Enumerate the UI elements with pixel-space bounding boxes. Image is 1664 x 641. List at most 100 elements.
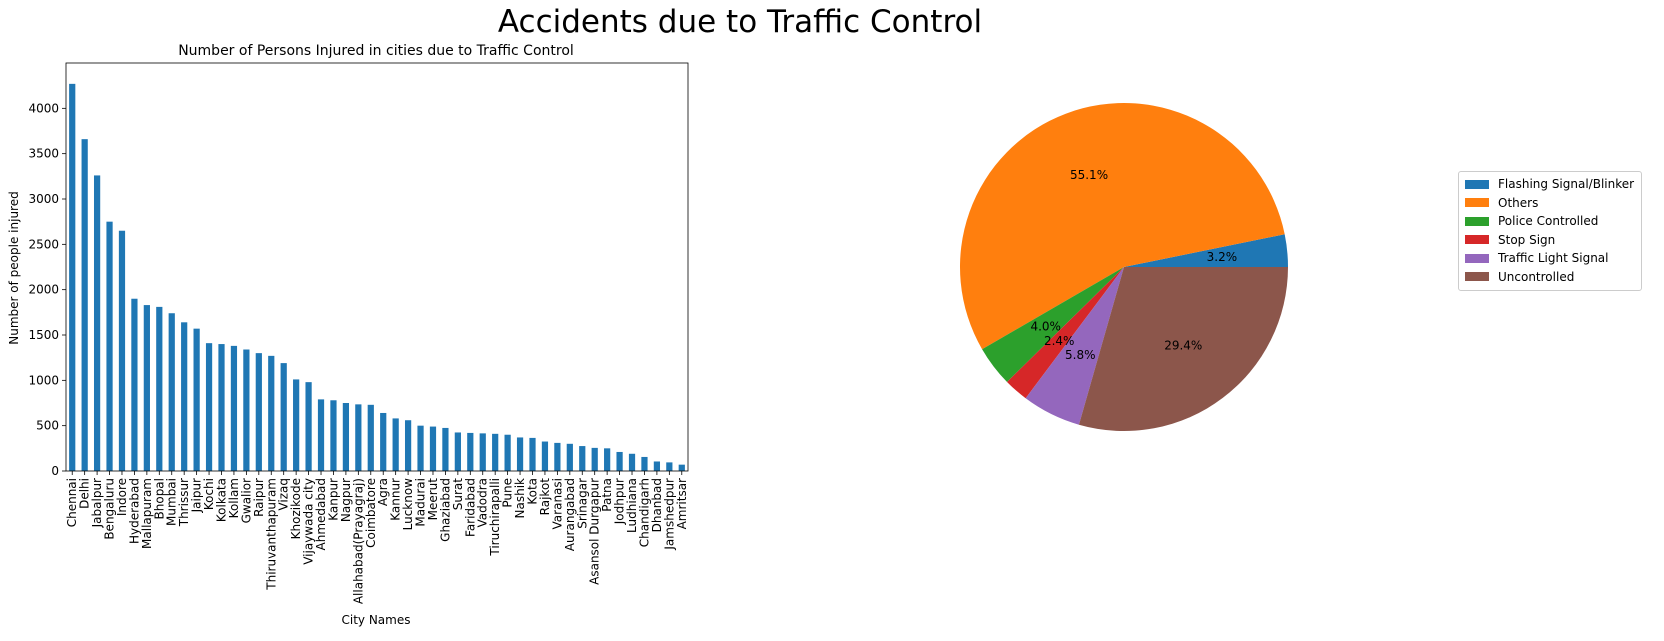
legend-swatch bbox=[1465, 179, 1489, 189]
legend-label: Traffic Light Signal bbox=[1498, 251, 1609, 266]
bar-x-tick-label: Pune bbox=[501, 478, 515, 508]
bar-x-tick-label: Bhopal bbox=[152, 478, 166, 519]
bar-y-tick-label: 1500 bbox=[28, 328, 59, 342]
bar-y-tick-label: 2500 bbox=[28, 237, 59, 251]
bar-jodhpur bbox=[616, 451, 623, 471]
legend-swatch bbox=[1465, 198, 1489, 208]
bar-x-tick-label: Bengaluru bbox=[103, 478, 117, 540]
bar-x-tick-label: Chandigarh bbox=[637, 478, 651, 547]
bar-y-tick-label: 500 bbox=[36, 419, 59, 433]
bar-bengaluru bbox=[106, 221, 113, 471]
bar-x-tick-label: Jaipur bbox=[190, 478, 204, 513]
bar-y-tick-label: 4000 bbox=[28, 101, 59, 115]
bar-rajkot bbox=[541, 441, 549, 471]
bar-kota bbox=[529, 437, 536, 471]
legend-swatch bbox=[1465, 253, 1489, 263]
bar-x-tick-label: Nagpur bbox=[339, 478, 353, 522]
bar-chandigarh bbox=[641, 456, 648, 471]
legend-label: Stop Sign bbox=[1498, 232, 1556, 247]
bar-y-tick-label: 3000 bbox=[28, 192, 59, 206]
bar-vizaq bbox=[280, 363, 287, 471]
pie-pct-label: 2.4% bbox=[1044, 334, 1075, 348]
bar-khozikode bbox=[293, 379, 300, 471]
bar-mallapuram bbox=[143, 305, 150, 471]
bar-surat bbox=[454, 432, 461, 471]
pie-slice-stop-sign bbox=[1007, 267, 1124, 399]
bar-madurai bbox=[417, 425, 424, 471]
bar-x-tick-label: Khozikode bbox=[289, 478, 303, 539]
bar-jamshedpur bbox=[666, 462, 673, 471]
legend-item: Uncontrolled bbox=[1465, 268, 1635, 287]
bar-kannur bbox=[392, 418, 399, 471]
legend-item: Traffic Light Signal bbox=[1465, 249, 1635, 268]
bar-agra bbox=[380, 412, 387, 471]
bar-y-axis-label: Number of people injured bbox=[7, 191, 21, 344]
bar-x-tick-label: Kolkata bbox=[215, 478, 229, 522]
bar-varanasi bbox=[554, 442, 561, 471]
bar-x-tick-label: Patna bbox=[600, 478, 614, 512]
pie-slices bbox=[959, 102, 1288, 431]
bar-dhanbad bbox=[653, 461, 661, 471]
legend-swatch bbox=[1465, 216, 1489, 226]
bar-ludhiana bbox=[628, 453, 636, 471]
bar-plot-area: ChennaiDelhiJabalpurBengaluruIndoreHyder… bbox=[28, 62, 689, 604]
bar-pune bbox=[504, 434, 511, 471]
bar-hyderabad bbox=[131, 298, 138, 471]
bar-x-tick-label: Kollam bbox=[227, 478, 241, 518]
bar-jaipur bbox=[193, 328, 200, 471]
bar-x-tick-label: Kanpur bbox=[326, 478, 340, 521]
bar-x-tick-label: Raipur bbox=[252, 478, 266, 517]
bar-amritsar bbox=[678, 464, 685, 471]
bar-x-tick-label: Allahabad(Prayagraj) bbox=[351, 478, 365, 604]
bar-x-tick-label: Ahmedabad bbox=[314, 478, 328, 550]
bar-delhi bbox=[81, 139, 88, 471]
bar-kochi bbox=[205, 343, 213, 471]
legend-item: Police Controlled bbox=[1465, 212, 1635, 231]
bar-x-tick-label: Vizaq bbox=[277, 478, 291, 511]
bar-x-tick-label: Dhanbad bbox=[650, 478, 664, 532]
legend-label: Police Controlled bbox=[1498, 214, 1599, 229]
bar-nagpur bbox=[342, 403, 350, 471]
bar-nashik bbox=[516, 437, 524, 471]
bar-bhopal bbox=[156, 306, 163, 471]
figure-title: Accidents due to Traffic Control bbox=[497, 4, 983, 40]
bar-asansol-durgapur bbox=[591, 447, 598, 471]
bar-thiruvanthapuram bbox=[268, 355, 275, 471]
legend-swatch bbox=[1465, 272, 1489, 282]
bar-chennai bbox=[69, 83, 76, 471]
bar-gwalior bbox=[243, 349, 250, 471]
bar-x-tick-label: Aurangabad bbox=[563, 478, 577, 551]
bar-x-tick-label: Ghaziabad bbox=[438, 478, 452, 542]
pie-pct-label: 55.1% bbox=[1070, 168, 1108, 182]
bar-meerut bbox=[429, 426, 437, 471]
bar-x-tick-label: Hyderabad bbox=[127, 478, 141, 544]
bar-tiruchirapalli bbox=[492, 433, 499, 471]
legend-item: Stop Sign bbox=[1465, 231, 1635, 250]
bar-ahmedabad bbox=[317, 399, 325, 471]
legend-label: Uncontrolled bbox=[1498, 269, 1575, 284]
pie-pct-label: 5.8% bbox=[1065, 348, 1096, 362]
pie-pct-label: 4.0% bbox=[1030, 320, 1061, 334]
pie-slice-others bbox=[959, 102, 1285, 350]
pie-labels: 3.2% 55.1% 4.0%2.4%5.8% 29.4% bbox=[1030, 168, 1237, 362]
pie-pct-label: 3.2% bbox=[1207, 250, 1238, 264]
bar-x-tick-label: Vijaywada city bbox=[302, 478, 316, 565]
bar-x-tick-label: Asansol Durgapur bbox=[588, 478, 602, 585]
pie-legend: Flashing Signal/Blinker Others Police Cont… bbox=[1458, 171, 1642, 291]
bar-x-tick-label: Coimbatore bbox=[364, 478, 378, 548]
bar-x-tick-label: Delhi bbox=[78, 478, 92, 509]
bar-patna bbox=[604, 448, 611, 471]
bar-x-tick-label: Jamshedpur bbox=[662, 478, 676, 551]
bar-x-tick-label: Ludhiana bbox=[625, 478, 639, 533]
bar-chart: Number of Persons Injured in cities due … bbox=[7, 43, 689, 627]
pie-slice-traffic-light-signal bbox=[1025, 267, 1124, 425]
bar-mumbai bbox=[168, 313, 175, 471]
bar-x-tick-label: Mumbai bbox=[165, 478, 179, 526]
bar-indore bbox=[118, 230, 126, 471]
bar-y-tick-label: 3500 bbox=[28, 147, 59, 161]
bar-x-tick-label: Surat bbox=[451, 478, 465, 511]
bar-srinagar bbox=[579, 446, 586, 471]
bar-x-tick-label: Thiruvanthapuram bbox=[264, 478, 278, 591]
bar-x-tick-label: Kannur bbox=[389, 478, 403, 521]
bar-x-axis-label: City Names bbox=[342, 613, 411, 627]
